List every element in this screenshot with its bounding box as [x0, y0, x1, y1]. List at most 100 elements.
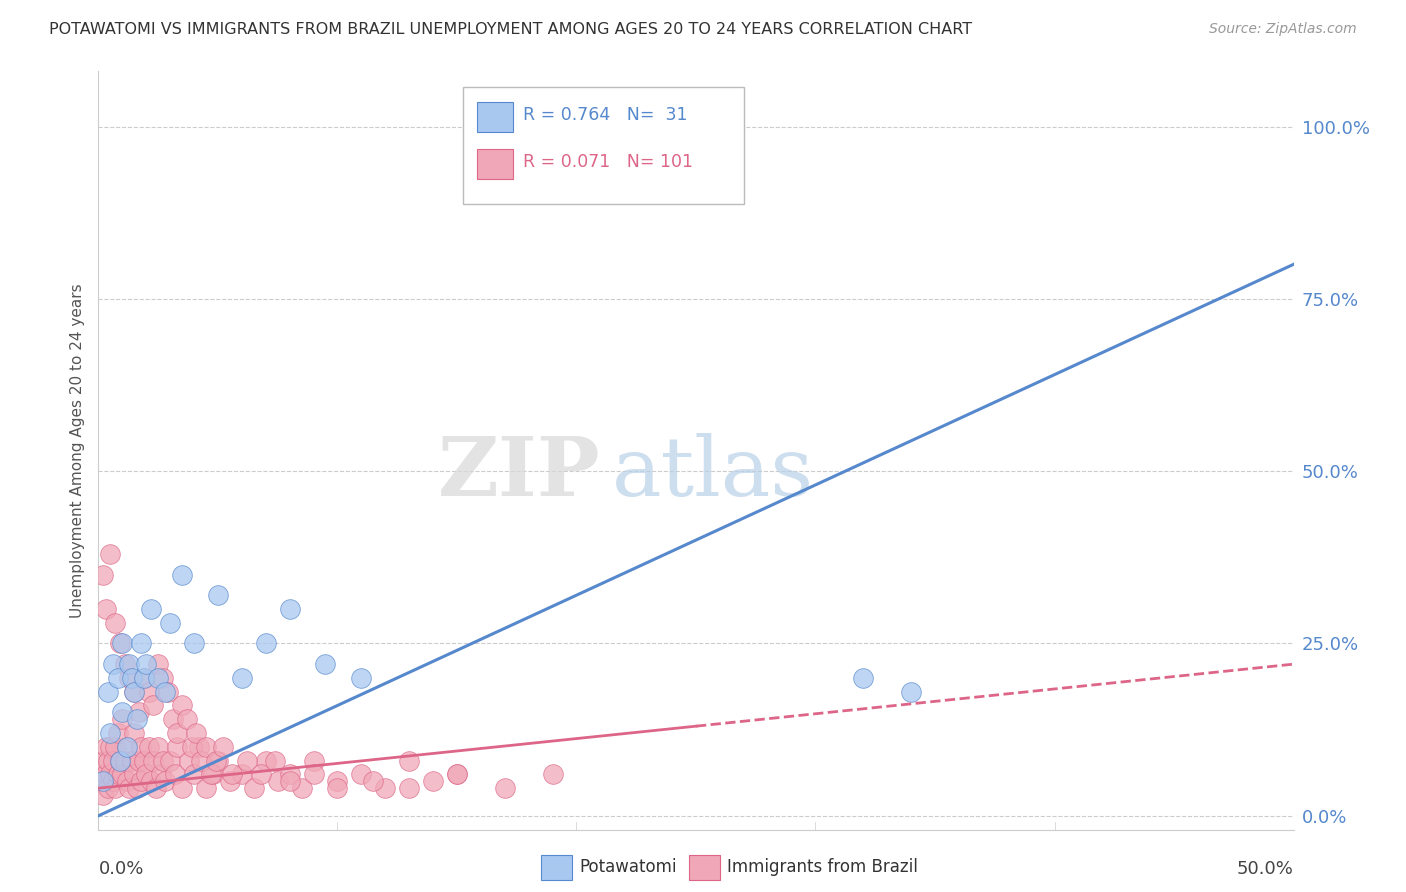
Point	[98, 739, 122, 754]
Point	[176, 712, 198, 726]
Point	[398, 781, 420, 796]
Point	[132, 754, 155, 768]
Point	[128, 706, 150, 720]
Point	[97, 754, 120, 768]
Text: R = 0.764   N=  31: R = 0.764 N= 31	[523, 106, 688, 124]
Point	[91, 567, 114, 582]
Point	[114, 754, 136, 768]
Bar	[477, 102, 513, 132]
Point	[115, 774, 138, 789]
Point	[142, 754, 165, 768]
Point	[494, 781, 516, 796]
Point	[180, 739, 202, 754]
Point	[204, 754, 226, 768]
Point	[187, 739, 209, 754]
Point	[104, 781, 127, 796]
Point	[111, 767, 134, 781]
Point	[101, 774, 124, 789]
Point	[231, 767, 253, 781]
Point	[97, 781, 120, 796]
Point	[264, 754, 287, 768]
Point	[107, 726, 129, 740]
Point	[446, 767, 468, 781]
Point	[90, 774, 112, 789]
Point	[326, 781, 349, 796]
FancyBboxPatch shape	[463, 87, 744, 204]
Point	[166, 726, 188, 740]
Point	[326, 774, 349, 789]
Point	[101, 754, 124, 768]
Point	[91, 754, 114, 768]
Point	[91, 774, 114, 789]
Text: 50.0%: 50.0%	[1237, 860, 1294, 878]
Point	[152, 754, 174, 768]
Point	[124, 684, 146, 698]
Point	[179, 754, 201, 768]
Text: ZIP: ZIP	[437, 434, 600, 513]
Point	[135, 657, 157, 672]
Point	[155, 684, 177, 698]
Text: POTAWATOMI VS IMMIGRANTS FROM BRAZIL UNEMPLOYMENT AMONG AGES 20 TO 24 YEARS CORR: POTAWATOMI VS IMMIGRANTS FROM BRAZIL UNE…	[49, 22, 973, 37]
Point	[111, 706, 134, 720]
Point	[278, 774, 301, 789]
Point	[124, 684, 146, 698]
Point	[108, 754, 131, 768]
Point	[132, 671, 155, 685]
Point	[91, 788, 114, 802]
Point	[219, 774, 242, 789]
Point	[172, 781, 194, 796]
Point	[111, 712, 134, 726]
Point	[114, 657, 136, 672]
Point	[156, 684, 179, 698]
Point	[94, 767, 117, 781]
Point	[202, 767, 225, 781]
Point	[115, 739, 138, 754]
Point	[207, 588, 229, 602]
Point	[235, 754, 257, 768]
Point	[111, 636, 134, 650]
Point	[278, 602, 301, 616]
Point	[124, 726, 146, 740]
Point	[124, 767, 146, 781]
Point	[128, 754, 150, 768]
Text: R = 0.071   N= 101: R = 0.071 N= 101	[523, 153, 693, 171]
Point	[121, 671, 143, 685]
Point	[108, 636, 131, 650]
Point	[132, 671, 155, 685]
Point	[852, 671, 875, 685]
Point	[350, 671, 373, 685]
Point	[291, 781, 314, 796]
Point	[107, 671, 129, 685]
Point	[155, 774, 177, 789]
Point	[195, 781, 218, 796]
Point	[315, 657, 337, 672]
Point	[148, 657, 170, 672]
Point	[138, 684, 160, 698]
Point	[254, 636, 277, 650]
Point	[195, 739, 218, 754]
Point	[121, 754, 143, 768]
Point	[541, 767, 564, 781]
Point	[166, 739, 188, 754]
Y-axis label: Unemployment Among Ages 20 to 24 years: Unemployment Among Ages 20 to 24 years	[69, 283, 84, 618]
Point	[302, 754, 325, 768]
Point	[211, 739, 233, 754]
Point	[200, 767, 222, 781]
Point	[172, 567, 194, 582]
Point	[118, 671, 141, 685]
Point	[186, 726, 208, 740]
Point	[131, 636, 153, 650]
Point	[350, 767, 373, 781]
Point	[267, 774, 290, 789]
Point	[108, 754, 131, 768]
Point	[125, 781, 148, 796]
Point	[183, 767, 205, 781]
Point	[98, 547, 122, 561]
Point	[149, 767, 172, 781]
Point	[159, 615, 181, 630]
Point	[131, 739, 153, 754]
Point	[302, 767, 325, 781]
Point	[162, 712, 184, 726]
Point	[118, 781, 141, 796]
Point	[152, 671, 174, 685]
